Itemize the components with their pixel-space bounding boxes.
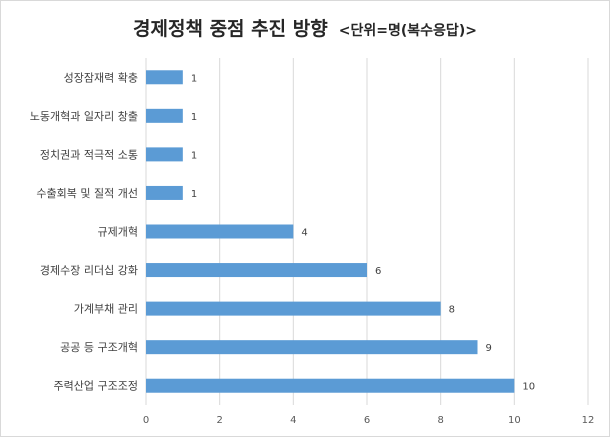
x-tick-label: 6 (364, 415, 370, 426)
x-tick-label: 10 (508, 415, 521, 426)
data-label: 1 (191, 189, 197, 200)
data-label: 4 (301, 228, 307, 239)
chart-subtitle: <단위=명(복수응답)> (338, 23, 477, 39)
data-label: 9 (486, 343, 492, 354)
bar (146, 108, 183, 123)
category-label: 노동개혁과 일자리 창출 (30, 109, 138, 123)
bar (146, 185, 183, 200)
category-label: 주력산업 구조조정 (54, 380, 138, 393)
x-tick-label: 4 (290, 415, 296, 426)
chart-title-block: 경제정책 중점 추진 방향 <단위=명(복수응답)> (0, 14, 610, 41)
x-tick-label: 8 (437, 415, 443, 426)
bar (146, 301, 441, 316)
data-label: 8 (449, 305, 455, 316)
category-label: 공공 등 구조개혁 (60, 341, 138, 354)
data-label: 1 (191, 73, 197, 84)
x-tick-label: 0 (143, 415, 149, 426)
category-label: 가계부채 관리 (74, 303, 138, 316)
category-label: 수출회복 및 질적 개선 (36, 187, 138, 200)
bar (146, 340, 478, 355)
bar (146, 70, 183, 85)
category-label: 경제수장 리더십 강화 (40, 264, 138, 277)
data-label: 1 (191, 150, 197, 161)
bar (146, 378, 515, 393)
bar (146, 224, 294, 239)
bar (146, 263, 367, 278)
data-label: 1 (191, 112, 197, 123)
category-label: 규제개혁 (98, 226, 138, 239)
category-label: 정치권과 적극적 소통 (40, 148, 138, 161)
category-label: 성장잠재력 확충 (64, 71, 138, 84)
data-label: 10 (522, 382, 535, 393)
x-tick-label: 2 (216, 415, 222, 426)
x-tick-label: 12 (582, 415, 595, 426)
chart-title: 경제정책 중점 추진 방향 (133, 18, 328, 40)
data-label: 6 (375, 266, 381, 277)
bar (146, 147, 183, 162)
